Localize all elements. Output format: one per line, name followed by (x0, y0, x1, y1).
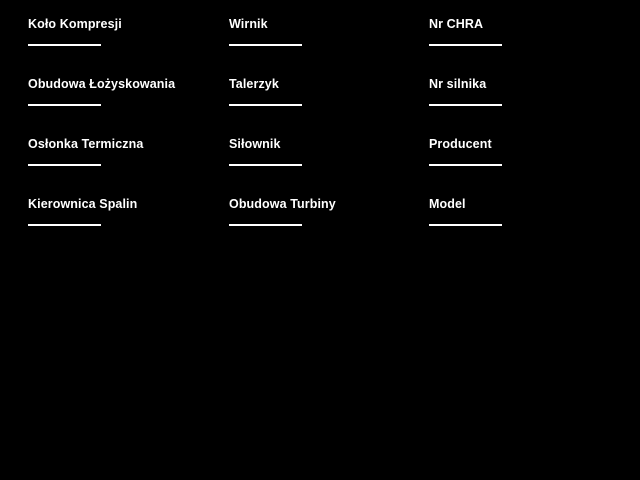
field-label: Osłonka Termiczna (28, 137, 144, 151)
field-label: Koło Kompresji (28, 17, 122, 31)
field-oslonka-termiczna[interactable]: Osłonka Termiczna (0, 120, 201, 180)
field-label: Producent (429, 137, 492, 151)
field-label: Nr CHRA (429, 17, 484, 31)
field-grid: Koło Kompresji Wirnik Nr CHRA Obudowa Ło… (0, 0, 640, 240)
field-model[interactable]: Model (401, 180, 640, 240)
field-label: Siłownik (229, 137, 281, 151)
field-fill-line[interactable] (229, 104, 302, 106)
field-obudowa-lozyskowania[interactable]: Obudowa Łożyskowania (0, 60, 201, 120)
field-silownik[interactable]: Siłownik (201, 120, 401, 180)
field-label: Talerzyk (229, 77, 279, 91)
field-label: Model (429, 197, 466, 211)
field-fill-line[interactable] (429, 164, 502, 166)
field-fill-line[interactable] (229, 44, 302, 46)
field-nr-chra[interactable]: Nr CHRA (401, 0, 640, 60)
field-kolo-kompresji[interactable]: Koło Kompresji (0, 0, 201, 60)
field-wirnik[interactable]: Wirnik (201, 0, 401, 60)
field-obudowa-turbiny[interactable]: Obudowa Turbiny (201, 180, 401, 240)
field-nr-silnika[interactable]: Nr silnika (401, 60, 640, 120)
field-label: Wirnik (229, 17, 268, 31)
field-label: Obudowa Łożyskowania (28, 77, 176, 91)
field-fill-line[interactable] (229, 224, 302, 226)
field-talerzyk[interactable]: Talerzyk (201, 60, 401, 120)
field-fill-line[interactable] (28, 104, 101, 106)
field-fill-line[interactable] (28, 224, 101, 226)
field-label: Obudowa Turbiny (229, 197, 336, 211)
field-producent[interactable]: Producent (401, 120, 640, 180)
field-label: Nr silnika (429, 77, 487, 91)
field-fill-line[interactable] (429, 224, 502, 226)
field-fill-line[interactable] (429, 104, 502, 106)
field-fill-line[interactable] (28, 44, 101, 46)
field-kierownica-spalin[interactable]: Kierownica Spalin (0, 180, 201, 240)
field-fill-line[interactable] (229, 164, 302, 166)
field-label: Kierownica Spalin (28, 197, 138, 211)
field-fill-line[interactable] (429, 44, 502, 46)
field-fill-line[interactable] (28, 164, 101, 166)
